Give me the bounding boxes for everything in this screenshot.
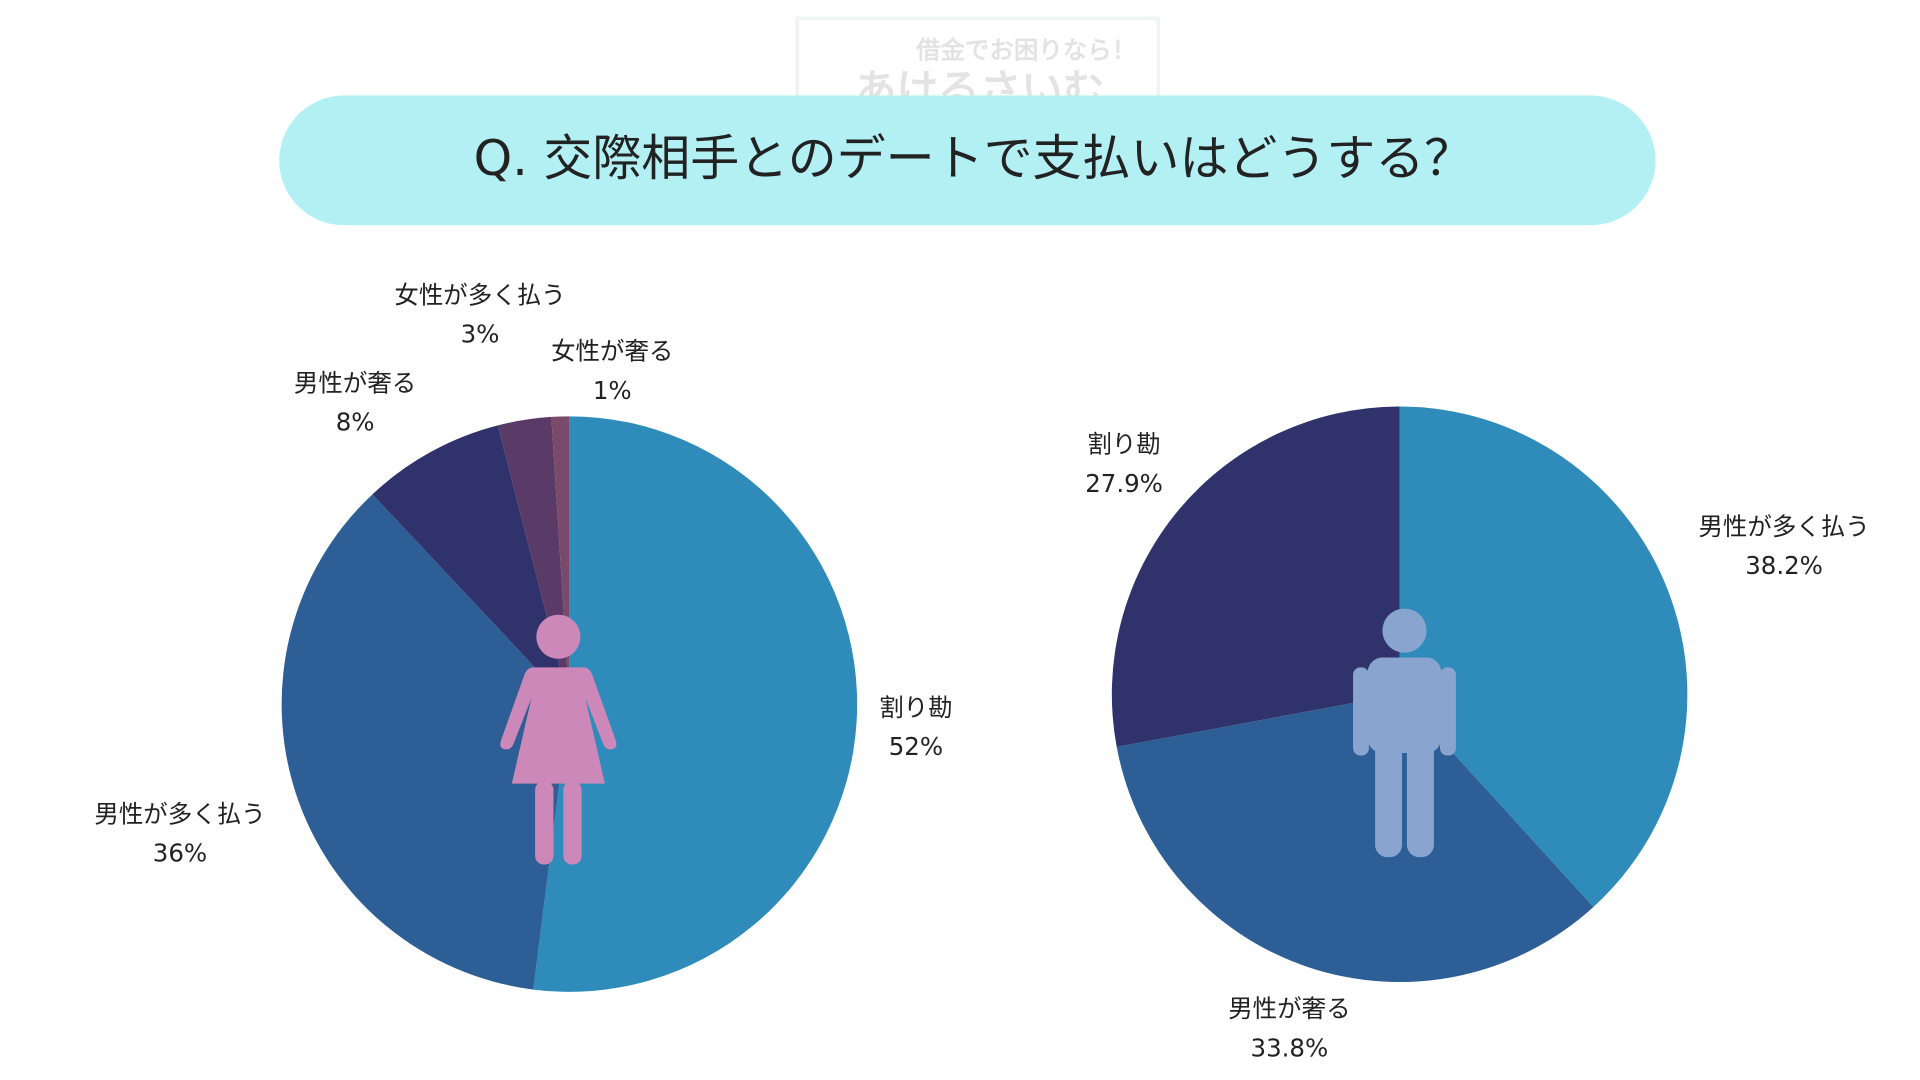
- slice-value: 8%: [336, 408, 375, 437]
- pie-slice: [533, 416, 858, 992]
- man-icon: [1353, 608, 1456, 858]
- pie-slice: [1399, 406, 1688, 907]
- slice-label: 女性が奢る: [551, 337, 673, 366]
- slice-label: 男性が多く払う: [1698, 512, 1869, 541]
- pie-slice: [1111, 406, 1400, 747]
- slice-value: 1%: [593, 376, 632, 405]
- slice-label: 割り勘: [879, 693, 952, 722]
- pies: 割り勘 52% 男性が多く払う 36% 男性が奢る 8% 女性が多く払う 3% 女性が奢る 1% 男…: [94, 280, 1869, 1062]
- slice-label: 男性が奢る: [294, 368, 416, 397]
- slice-value: 3%: [461, 320, 500, 349]
- slice-value: 52%: [889, 732, 943, 761]
- title-banner: [279, 95, 1656, 226]
- woman-icon: [500, 614, 617, 865]
- slice-label: 男性が奢る: [1228, 994, 1350, 1023]
- watermark-line1: 借金でお困りなら！: [915, 35, 1136, 64]
- slice-value: 38.2%: [1745, 551, 1823, 580]
- slice-label: 女性が多く払う: [394, 280, 565, 309]
- slice-label: 男性が多く払う: [94, 800, 265, 829]
- slice-value: 33.8%: [1251, 1033, 1329, 1062]
- pie-slice: [1116, 694, 1594, 983]
- title: Q. 交際相手とのデートで支払いはどうする？: [474, 130, 1474, 187]
- slice-label: 割り勘: [1087, 430, 1160, 459]
- pie-slice: [372, 425, 570, 705]
- slice-value: 27.9%: [1085, 469, 1163, 498]
- slice-value: 36%: [153, 839, 207, 868]
- pie-slice: [281, 494, 570, 990]
